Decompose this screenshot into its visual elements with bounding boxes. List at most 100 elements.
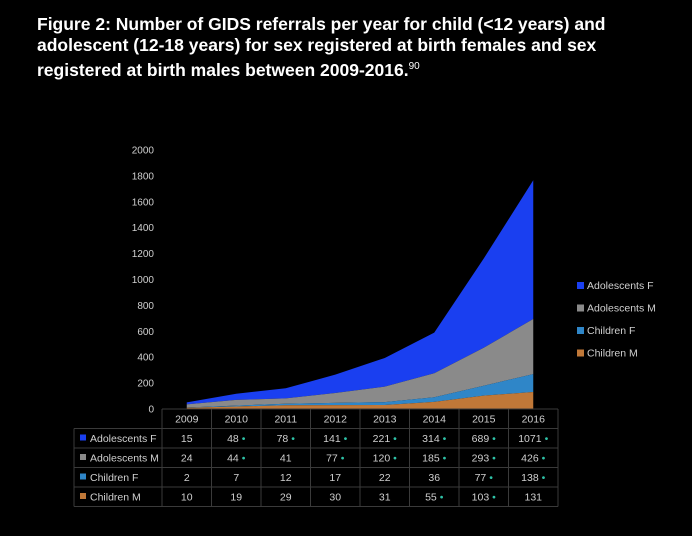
table-cell-value: 22 (379, 472, 391, 484)
table-cell-value: 29 (280, 492, 292, 504)
cell-marker: • (341, 453, 345, 465)
data-table: 2009 2010 2011 2012 2013 2014 2015 2016Adolesce… (73, 408, 559, 507)
cell-number: 10 (181, 492, 193, 504)
cell-number: 185 (422, 453, 440, 465)
legend-label: Children M (587, 348, 638, 360)
cell-number: 17 (329, 472, 341, 484)
table-cell-value: 10 (181, 492, 193, 504)
table-cell-value: 30 (329, 492, 341, 504)
cell-marker: • (242, 433, 246, 445)
cell-marker: • (344, 433, 348, 445)
cell-number: 7 (233, 472, 239, 484)
y-tick-label: 1400 (132, 223, 155, 234)
y-tick-label: 600 (137, 327, 154, 338)
cell-number: 293 (472, 453, 490, 465)
cell-number: 36 (428, 472, 440, 484)
x-tick-label: 2014 (423, 414, 447, 426)
table-row-swatch (80, 473, 86, 480)
cell-marker: • (492, 492, 496, 504)
legend-label: Adolescents M (587, 303, 656, 315)
table-row-label: Adolescents F (90, 433, 157, 445)
table-row-label: Children M (90, 492, 141, 504)
x-tick-label: 2015 (472, 414, 496, 426)
cell-marker: • (443, 453, 447, 465)
cell-number: 55 (425, 492, 437, 504)
table-row-swatch (80, 493, 86, 499)
table-cell-value: 221 • (373, 433, 398, 445)
table-cell-value: 41 (280, 453, 292, 465)
legend-swatch (577, 282, 584, 289)
y-tick-label: 1600 (132, 197, 155, 208)
cell-number: 141 (323, 433, 341, 445)
legend: Adolescents F Adolescents M Children F Chil… (577, 280, 656, 360)
table-cell-value: 31 (379, 492, 391, 504)
figure-title-reference: 90 (408, 61, 420, 72)
cell-number: 78 (277, 433, 289, 445)
y-tick-label: 200 (137, 379, 154, 390)
table-cell-value: 1071 • (518, 433, 548, 445)
table-cell-value: 138 • (521, 472, 546, 484)
table-cell-value: 7 (233, 472, 239, 484)
table-cell-value: 120 • (373, 453, 398, 465)
cell-number: 426 (521, 453, 539, 465)
cell-marker: • (492, 453, 496, 465)
cell-marker: • (492, 433, 496, 445)
table-cell-value: 77 • (326, 453, 345, 465)
table-cell-value: 131 (524, 492, 542, 504)
cell-number: 48 (227, 433, 239, 445)
y-tick-label: 2000 (132, 146, 155, 157)
table-row-swatch (80, 454, 86, 460)
cell-number: 689 (472, 433, 490, 445)
cell-marker: • (545, 433, 549, 445)
table-cell-value: 17 (329, 472, 341, 484)
table-cell-value: 426 • (521, 453, 546, 465)
x-tick-label: 2009 (175, 414, 199, 426)
y-tick-label: 800 (137, 301, 154, 312)
area-adolescents-m (186, 318, 534, 408)
cell-marker: • (489, 472, 493, 484)
cell-number: 103 (472, 492, 490, 504)
x-tick-label: 2013 (373, 414, 397, 426)
cell-number: 30 (329, 492, 341, 504)
legend-label: Children F (587, 325, 635, 337)
cell-marker: • (242, 453, 246, 465)
area-children-f (186, 374, 534, 408)
area-adolescents-f (186, 180, 534, 405)
y-tick-label: 1800 (132, 171, 155, 182)
cell-marker: • (542, 472, 546, 484)
x-tick-label: 2016 (522, 414, 546, 426)
cell-number: 221 (373, 433, 391, 445)
table-row-swatch (80, 434, 86, 441)
cell-number: 314 (422, 433, 440, 445)
legend-label: Adolescents F (587, 280, 654, 292)
table-cell-value: 19 (230, 492, 242, 504)
figure-title-text: Figure 2: Number of GIDS referrals per y… (37, 14, 606, 80)
cell-marker: • (291, 433, 295, 445)
cell-number: 2 (184, 472, 190, 484)
cell-number: 77 (326, 453, 338, 465)
table-cell-value: 15 (181, 433, 193, 445)
y-tick-label: 400 (137, 353, 154, 364)
area-children-m (186, 392, 534, 409)
cell-marker: • (542, 453, 546, 465)
table-row-label: Children F (90, 472, 138, 484)
table-cell-value: 314 • (422, 433, 447, 445)
cell-number: 77 (475, 472, 487, 484)
cell-marker: • (393, 433, 397, 445)
cell-number: 22 (379, 472, 391, 484)
table-cell-value: 36 (428, 472, 440, 484)
table-cell-value: 44 • (227, 453, 246, 465)
area-series-group (186, 180, 534, 409)
cell-number: 12 (280, 472, 292, 484)
table-cell-value: 141 • (323, 433, 348, 445)
axes-group: 0 200 400 600 800 1000 1200 1400 1600 1800 2000 (132, 146, 155, 416)
cell-number: 19 (230, 492, 242, 504)
cell-number: 44 (227, 453, 239, 465)
table-cell-value: 24 (181, 453, 193, 465)
cell-number: 29 (280, 492, 292, 504)
legend-swatch (577, 327, 584, 334)
y-tick-label: 1200 (132, 249, 155, 260)
y-tick-label: 0 (148, 405, 154, 416)
table-cell-value: 185 • (422, 453, 447, 465)
